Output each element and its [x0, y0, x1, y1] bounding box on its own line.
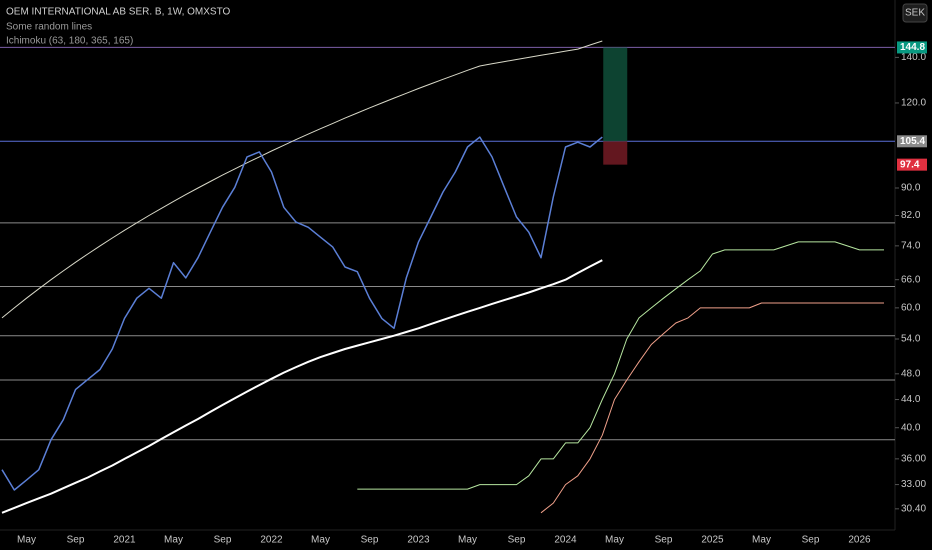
x-tick-label: 2025 — [701, 535, 724, 546]
legend-entry: Some random lines — [6, 22, 92, 33]
y-tick-label: 44.0 — [901, 394, 921, 405]
x-tick-label: May — [311, 535, 330, 546]
price-badge-label: 105.4 — [900, 136, 925, 147]
price-badge — [897, 135, 927, 148]
y-tick-label: 48.0 — [901, 368, 921, 379]
marks — [1, 40, 884, 514]
x-tick-label: May — [458, 535, 477, 546]
x-tick-label: 2021 — [113, 535, 136, 546]
x-tick-label: 2026 — [848, 535, 871, 546]
y-tick-label: 74.0 — [901, 241, 921, 252]
y-tick-label: 60.0 — [901, 302, 921, 313]
x-tick-label: May — [605, 535, 624, 546]
x-tick-label: 2022 — [260, 535, 283, 546]
y-tick-label: 30.40 — [901, 503, 926, 514]
x-tick-label: Sep — [508, 535, 526, 546]
y-tick-label: 90.0 — [901, 183, 921, 194]
price-badge — [897, 41, 927, 54]
y-tick-label: 66.0 — [901, 274, 921, 285]
x-tick-label: 2023 — [407, 535, 430, 546]
x-tick-label: Sep — [655, 535, 673, 546]
price-badge-label: 144.8 — [900, 42, 925, 53]
y-tick-label: 82.0 — [901, 210, 921, 221]
series-line — [1, 259, 603, 514]
x-tick-label: Sep — [214, 535, 232, 546]
x-tick-label: May — [17, 535, 36, 546]
x-tick-label: 2024 — [554, 535, 577, 546]
series-line — [1, 136, 603, 491]
price-badge-label: 97.4 — [900, 159, 920, 170]
x-tick-label: May — [752, 535, 771, 546]
x-tick-label: Sep — [361, 535, 379, 546]
chart-title: OEM INTERNATIONAL AB SER. B, 1W, OMXSTO — [6, 7, 231, 18]
x-tick-label: May — [164, 535, 183, 546]
y-tick-label: 40.0 — [901, 422, 921, 433]
y-tick-label: 120.0 — [901, 98, 926, 109]
x-tick-label: Sep — [802, 535, 820, 546]
series-line — [540, 302, 884, 514]
target-zone — [603, 47, 628, 142]
legend-entry: Ichimoku (63, 180, 365, 165) — [6, 36, 133, 47]
y-tick-label: 33.00 — [901, 479, 926, 490]
currency-button[interactable] — [902, 3, 928, 23]
y-tick-label: 140.0 — [901, 52, 926, 63]
price-badge — [897, 158, 927, 171]
y-tick-label: 36.00 — [901, 454, 926, 465]
series-line — [1, 40, 603, 319]
series-line — [357, 241, 884, 490]
x-tick-label: Sep — [67, 535, 85, 546]
grid — [0, 0, 899, 531]
stop-zone — [603, 141, 628, 165]
currency-label: SEK — [905, 8, 925, 19]
y-tick-label: 54.0 — [901, 334, 921, 345]
